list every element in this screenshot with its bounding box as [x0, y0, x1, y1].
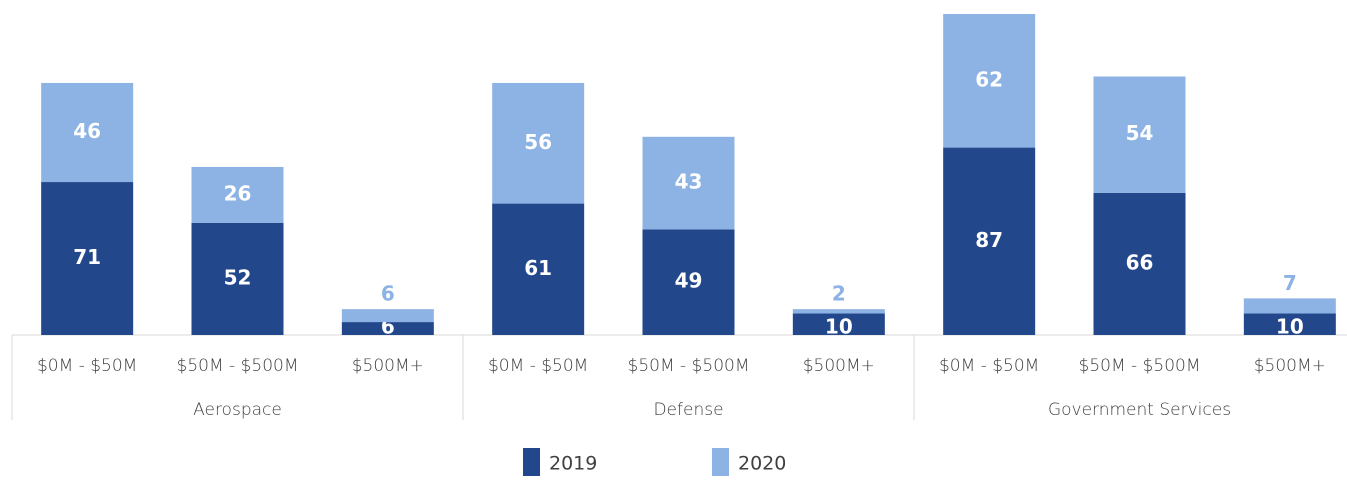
- value-label: 66: [1126, 250, 1154, 274]
- legend-swatch: [712, 448, 729, 476]
- bar-segment: [41, 182, 134, 335]
- bar-segment: [41, 82, 134, 183]
- bar-segment: [792, 309, 885, 314]
- bar-segment: [341, 322, 434, 335]
- bar-segment: [191, 166, 284, 223]
- value-label: 49: [675, 269, 703, 293]
- bar-segment: [1243, 298, 1336, 314]
- bar-segment: [1093, 76, 1186, 193]
- x-tick-label: $500M+: [352, 356, 424, 376]
- value-label: 71: [73, 245, 101, 269]
- legend-label: 2019: [549, 453, 597, 475]
- group-label: Government Services: [1048, 400, 1231, 420]
- bar-segment: [1243, 313, 1336, 335]
- value-label: 46: [73, 119, 101, 143]
- value-label: 2: [832, 282, 846, 306]
- value-label: 62: [975, 67, 1003, 91]
- value-label: 43: [675, 170, 703, 194]
- bar-segment: [341, 309, 434, 323]
- x-tick-label: $0M - $50M: [939, 356, 1039, 376]
- x-tick-label: $0M - $50M: [488, 356, 588, 376]
- value-label: 26: [224, 181, 252, 205]
- value-label: 61: [524, 256, 552, 280]
- x-tick-label: $500M+: [803, 356, 875, 376]
- x-tick-label: $50M - $500M: [628, 356, 750, 376]
- x-tick-label: $0M - $50M: [37, 356, 137, 376]
- bar-segment: [792, 313, 885, 335]
- x-tick-label: $50M - $500M: [1079, 356, 1201, 376]
- value-label: 87: [975, 228, 1003, 252]
- value-label: 10: [1276, 315, 1304, 339]
- legend-swatch: [523, 448, 540, 476]
- value-label: 6: [381, 282, 395, 306]
- bar-segment: [943, 14, 1036, 148]
- value-label: 10: [825, 315, 853, 339]
- bar-segment: [642, 136, 735, 230]
- value-label: 54: [1126, 121, 1154, 145]
- bar-segment: [492, 82, 585, 204]
- bar-segment: [642, 229, 735, 335]
- x-tick-label: $50M - $500M: [177, 356, 299, 376]
- bar-segment: [191, 222, 284, 335]
- bar-segment: [492, 203, 585, 335]
- value-label: 56: [524, 130, 552, 154]
- bar-segment: [943, 147, 1036, 335]
- group-label: Aerospace: [193, 400, 282, 420]
- value-label: 7: [1283, 271, 1297, 295]
- legend-label: 2020: [738, 453, 786, 475]
- value-label: 52: [224, 265, 252, 289]
- bar-segment: [1093, 192, 1186, 335]
- group-label: Defense: [653, 400, 723, 420]
- x-tick-label: $500M+: [1254, 356, 1326, 376]
